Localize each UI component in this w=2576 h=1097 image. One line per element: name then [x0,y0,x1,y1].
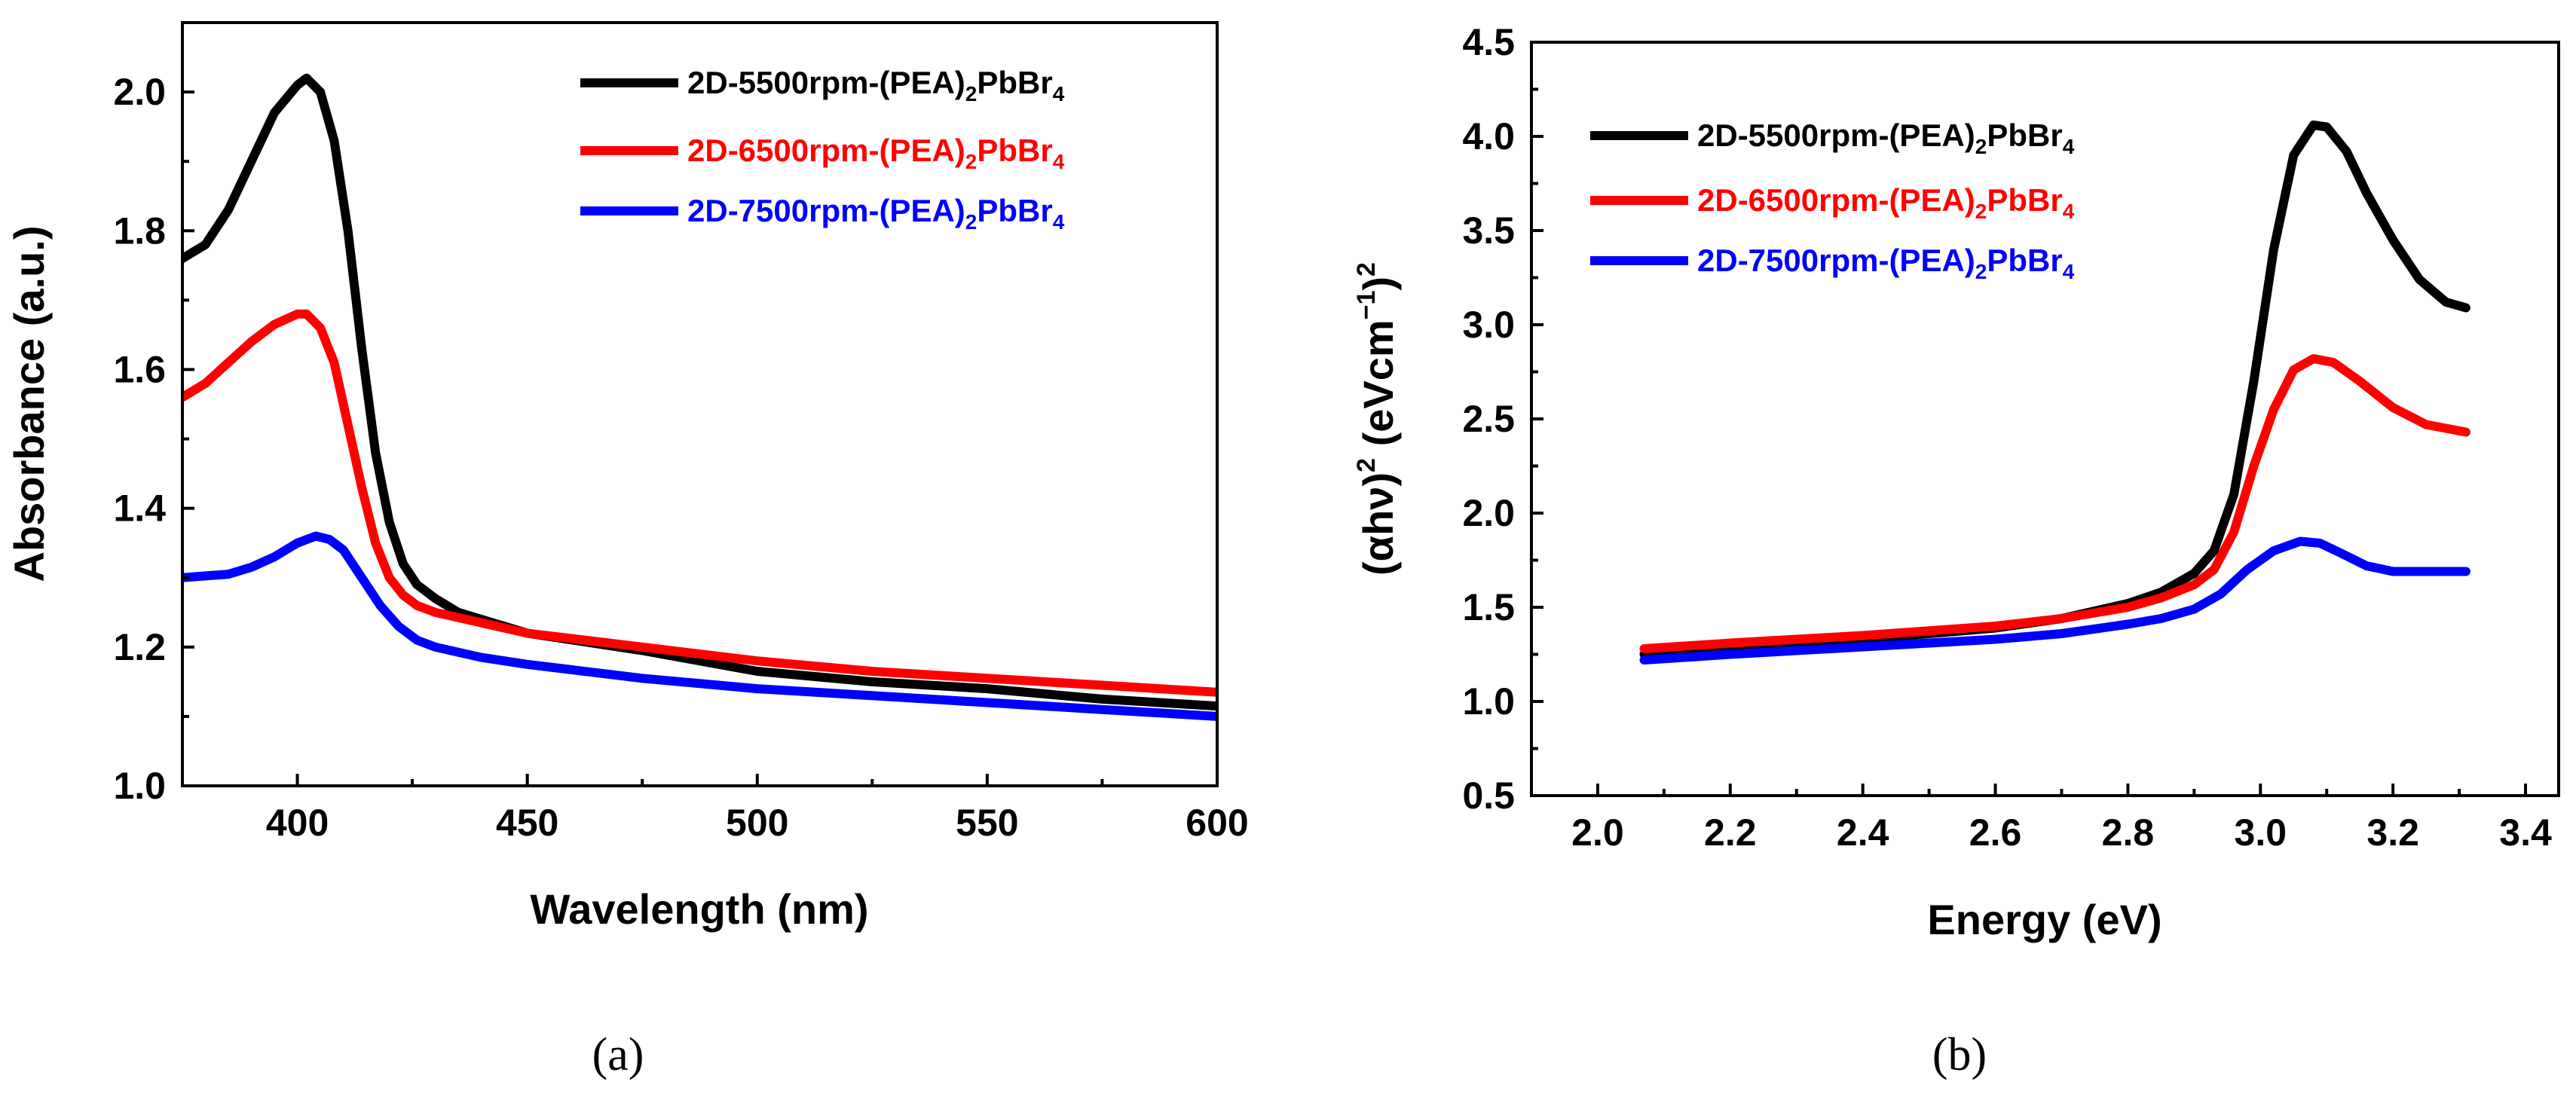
panel-b-plot-area [1639,121,2470,665]
y-tick-label-a: 1.2 [113,626,166,668]
panel-b-y-axis-title: (αhν)2 (eVcm−1)2 [1352,262,1402,576]
y-tick-label-a: 1.6 [113,348,166,390]
y-tick-label-b: 2.0 [1462,492,1515,534]
y-tick-label-b: 3.5 [1462,209,1515,252]
y-tick-label-b: 0.5 [1462,775,1515,817]
x-tick-label-b: 3.0 [2235,811,2287,854]
y-tick-label-b: 2.5 [1462,398,1515,440]
panel-b-frame [1530,41,2560,797]
legend-b-label-5500: 2D-5500rpm-(PEA)2PbBr4 [1697,118,2075,158]
x-tick-label-a: 450 [496,802,558,844]
x-tick-label-b: 2.0 [1571,811,1624,854]
panel-b-ticks: 2.0 2.2 2.4 2.6 2.8 3.0 3.2 3.4 0.5 1.0 1.5 2.0 2.5 3… [1462,21,2551,854]
series-line-a-2 [182,531,1217,721]
series-line-a-1 [182,309,1217,697]
x-tick-label-b: 3.4 [2499,811,2552,854]
legend-b-label-6500: 2D-6500rpm-(PEA)2PbBr4 [1697,182,2075,223]
x-tick-label-b: 2.4 [1837,811,1889,854]
panel-a: 400 450 500 550 600 1.0 1.2 1.4 1.6 1.8 2.0 Wavele… [5,21,1249,1080]
y-tick-label-a: 2.0 [113,71,166,113]
x-tick-label-a: 400 [266,802,329,844]
panel-a-frame [181,21,1219,787]
y-tick-label-a: 1.4 [113,487,166,530]
legend-b-label-7500: 2D-7500rpm-(PEA)2PbBr4 [1697,243,2075,283]
panel-a-ticks: 400 450 500 550 600 1.0 1.2 1.4 1.6 1.8 2.0 [113,71,1248,844]
panel-b-caption: (b) [1932,1029,1987,1080]
series-line-b-1 [1639,354,2470,653]
legend-a-label-7500: 2D-7500rpm-(PEA)2PbBr4 [687,193,1065,234]
panel-a-caption: (a) [592,1029,644,1080]
x-tick-label-a: 600 [1186,802,1248,844]
x-tick-label-a: 500 [726,802,788,844]
legend-a-label-5500: 2D-5500rpm-(PEA)2PbBr4 [687,65,1065,105]
y-tick-label-b: 3.0 [1462,304,1515,346]
panel-a-x-axis-title: Wavelength (nm) [530,885,868,933]
x-tick-label-b: 2.6 [1969,811,2022,854]
series-line-a-0 [182,73,1217,711]
legend-a-label-6500: 2D-6500rpm-(PEA)2PbBr4 [687,133,1065,173]
y-tick-label-b: 4.5 [1462,21,1515,63]
panel-a-y-axis-title: Absorbance (a.u.) [5,226,53,582]
panel-b-x-axis-title: Energy (eV) [1927,896,2161,943]
y-tick-label-b: 1.0 [1462,680,1515,723]
y-tick-label-b: 4.0 [1462,115,1515,157]
x-tick-label-b: 3.2 [2366,811,2419,854]
x-tick-label-b: 2.8 [2102,811,2155,854]
panel-a-legend: 2D-5500rpm-(PEA)2PbBr4 2D-6500rpm-(PEA)2… [580,65,1065,234]
y-tick-label-a: 1.8 [113,209,166,252]
y-tick-label-a: 1.0 [113,765,166,807]
y-tick-label-b: 1.5 [1462,586,1515,628]
panel-a-plot-area [182,73,1217,721]
x-tick-label-a: 550 [956,802,1018,844]
panel-b-legend: 2D-5500rpm-(PEA)2PbBr4 2D-6500rpm-(PEA)2… [1590,118,2075,283]
x-tick-label-b: 2.2 [1704,811,1757,854]
panel-b: 2.0 2.2 2.4 2.6 2.8 3.0 3.2 3.4 0.5 1.0 1.5 2.0 2.5 3… [1352,21,2560,1080]
series-line-b-2 [1639,536,2470,665]
